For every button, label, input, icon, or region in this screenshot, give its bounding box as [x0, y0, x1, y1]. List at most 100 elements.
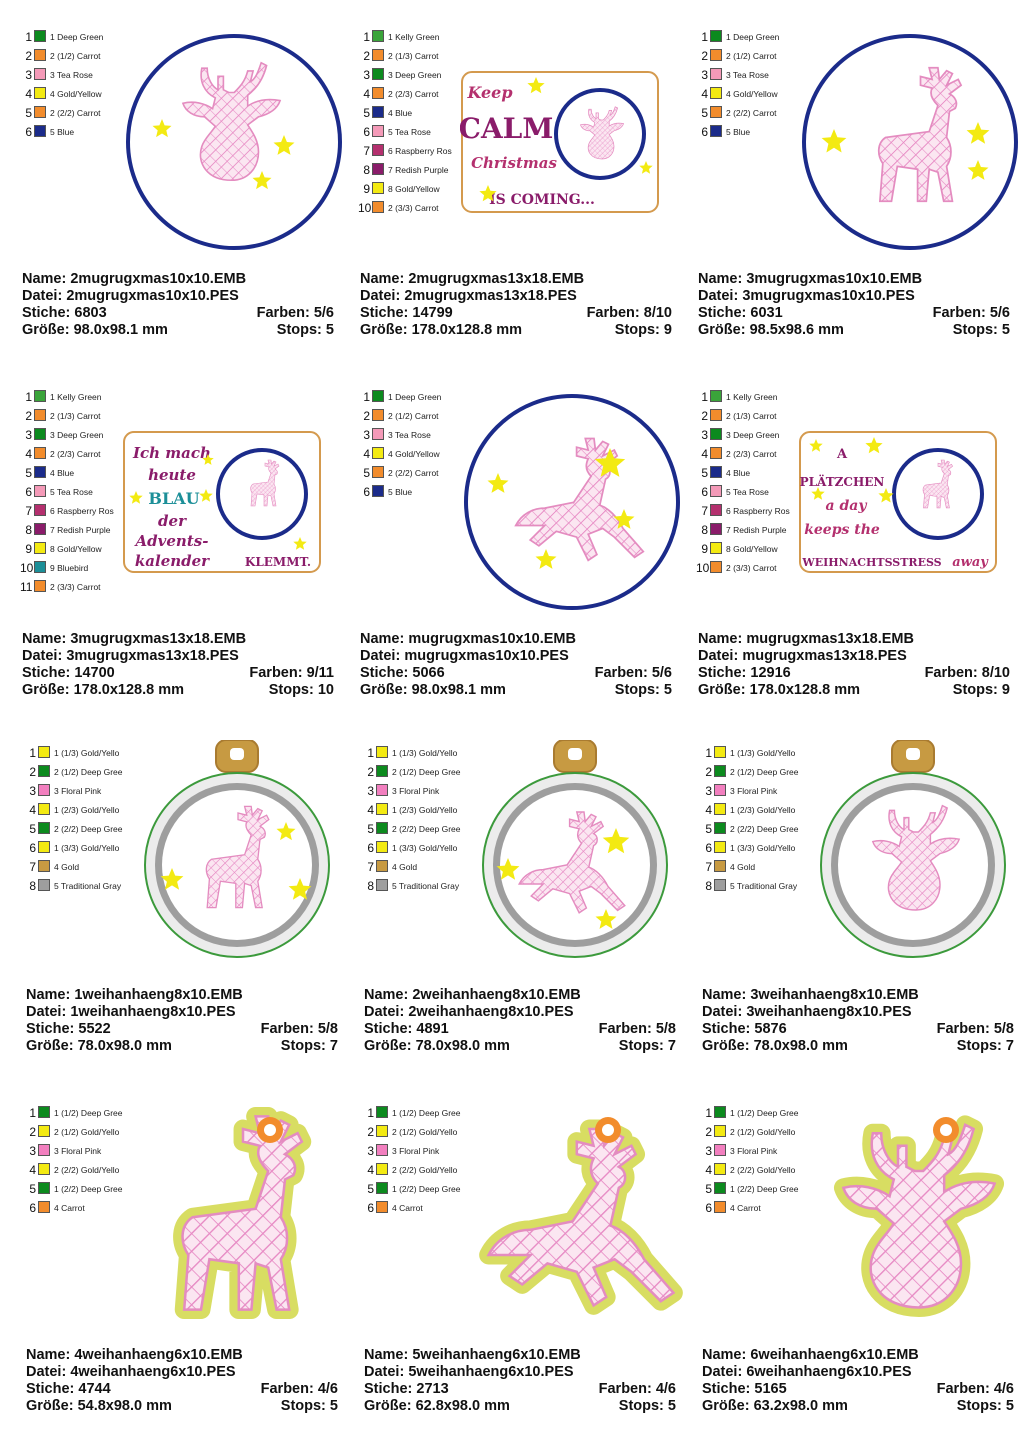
legend-step-number: 3 — [367, 1144, 374, 1158]
legend-row: 6 1 (3/3) Gold/Yello — [24, 839, 139, 858]
file-value: 3mugrugxmas10x10.PES — [742, 288, 915, 304]
size-field: Größe: 98.0x98.1 mm — [360, 682, 506, 698]
colors-value: 5/8 — [993, 1021, 1014, 1037]
size-field: Größe: 63.2x98.0 mm — [702, 1398, 848, 1414]
colors-label: Farben: — [594, 665, 648, 681]
file-label: Datei: — [698, 288, 739, 304]
design-info: Name: 2weihanhaeng8x10.EMB Datei: 2weihan… — [364, 987, 676, 1055]
star-icon — [821, 129, 847, 153]
colors-value: 4/6 — [993, 1381, 1014, 1397]
file-value: 3weihanhaeng8x10.PES — [746, 1004, 912, 1020]
thread-name: 2 (2/2) Carrot — [726, 108, 777, 118]
thread-name: 1 (2/3) Gold/Yello — [54, 805, 120, 815]
legend-step-number: 5 — [29, 822, 36, 836]
thread-name: 5 Traditional Gray — [54, 881, 122, 891]
name-label: Name: — [22, 271, 67, 287]
name-value: 4weihanhaeng6x10.EMB — [74, 1347, 243, 1363]
design-info: Name: 3mugrugxmas10x10.EMB Datei: 3mugrug… — [698, 271, 1010, 339]
thread-name: 1 (3/3) Gold/Yello — [54, 843, 120, 853]
rug-text: a day — [826, 498, 868, 514]
thread-swatch — [372, 201, 384, 213]
thread-swatch — [376, 1201, 388, 1213]
star-icon — [967, 160, 989, 180]
star-icon — [966, 122, 990, 144]
legend-step-number: 6 — [701, 485, 708, 499]
file-value: 5weihanhaeng6x10.PES — [408, 1364, 574, 1380]
colors-label: Farben: — [936, 1381, 990, 1397]
colors-label: Farben: — [249, 665, 303, 681]
design-info: Name: 3weihanhaeng8x10.EMB Datei: 3weihan… — [702, 987, 1014, 1055]
thread-swatch — [34, 49, 46, 61]
thread-name: 2 (2/3) Carrot — [726, 449, 777, 459]
stitches-value: 12916 — [750, 665, 791, 681]
stops-value: 5 — [663, 682, 672, 698]
legend-step-number: 2 — [25, 49, 32, 63]
colors-label: Farben: — [598, 1021, 652, 1037]
colors-field: Farben: 5/8 — [599, 1021, 676, 1038]
colors-label: Farben: — [256, 305, 310, 321]
thread-swatch — [38, 1125, 50, 1137]
legend-row: 5 1 (2/2) Deep Gree — [362, 1180, 477, 1199]
colors-value: 5/6 — [989, 305, 1010, 321]
legend-row: 2 2 (1/2) Carrot — [20, 47, 135, 66]
thread-swatch — [38, 765, 50, 777]
thread-name: 4 Blue — [726, 468, 751, 478]
size-label: Größe: — [702, 1038, 750, 1054]
thread-swatch — [372, 466, 384, 478]
name-value: 3weihanhaeng8x10.EMB — [750, 987, 919, 1003]
legend-step-number: 5 — [367, 822, 374, 836]
thread-name: 2 (1/3) Carrot — [726, 411, 777, 421]
file-label: Datei: — [360, 288, 401, 304]
legend-row: 8 5 Traditional Gray — [362, 877, 477, 896]
name-value: 6weihanhaeng6x10.EMB — [750, 1347, 919, 1363]
legend-row: 6 1 (3/3) Gold/Yello — [700, 839, 815, 858]
thread-swatch — [710, 561, 722, 573]
file-value: mugrugxmas13x18.PES — [742, 648, 907, 664]
thread-swatch — [372, 428, 384, 440]
stops-value: 9 — [663, 322, 672, 338]
thread-name: 6 Raspberry Ros — [50, 506, 114, 516]
stitches-value: 5522 — [78, 1021, 111, 1037]
legend-step-number: 1 — [29, 746, 36, 760]
stops-field: Stops: 5 — [277, 322, 334, 339]
thread-swatch — [34, 523, 46, 535]
thread-swatch — [376, 1106, 388, 1118]
name-label: Name: — [698, 271, 743, 287]
thread-name: 4 Gold — [54, 862, 80, 872]
legend-step-number: 4 — [25, 447, 32, 461]
star-icon — [496, 858, 520, 880]
stitches-field: Stiche: 6803 — [22, 305, 107, 321]
thread-name: 2 (1/3) Carrot — [388, 51, 439, 61]
star-icon — [288, 878, 312, 900]
legend-step-number: 8 — [363, 163, 370, 177]
legend-row: 3 3 Tea Rose — [20, 66, 135, 85]
legend-step-number: 5 — [25, 466, 32, 480]
legend-step-number: 8 — [701, 523, 708, 537]
thread-name: 3 Tea Rose — [726, 70, 769, 80]
legend-step-number: 2 — [705, 1125, 712, 1139]
design-info: Name: mugrugxmas10x10.EMB Datei: mugrugxm… — [360, 631, 672, 699]
legend-row: 6 5 Blue — [696, 123, 811, 142]
embroidery-preview — [144, 739, 330, 958]
star-icon — [865, 437, 883, 454]
legend-row: 4 2 (2/2) Gold/Yello — [24, 1161, 139, 1180]
thread-swatch — [710, 390, 722, 402]
thread-name: 1 (2/2) Deep Gree — [392, 1184, 461, 1194]
rug-text: BLAU — [148, 489, 199, 508]
thread-swatch — [34, 447, 46, 459]
design-card: 1 1 Deep Green 2 2 (1/2) Carrot 3 3 Tea Rose 4… — [352, 388, 682, 733]
legend-step-number: 1 — [363, 390, 370, 404]
thread-name: 2 (2/2) Gold/Yello — [54, 1165, 120, 1175]
file-field: Datei: 2mugrugxmas13x18.PES — [360, 288, 577, 304]
thread-color-legend: 1 1 Deep Green 2 2 (1/2) Carrot 3 3 Tea Rose 4… — [20, 28, 135, 142]
thread-name: 2 (2/3) Carrot — [50, 449, 101, 459]
legend-row: 6 5 Tea Rose — [696, 483, 811, 502]
legend-step-number: 2 — [25, 409, 32, 423]
star-icon — [878, 488, 894, 503]
stops-value: 5 — [329, 1398, 338, 1414]
legend-row: 4 2 (2/2) Gold/Yello — [700, 1161, 815, 1180]
star-icon — [152, 119, 172, 138]
stitches-value: 2713 — [416, 1381, 449, 1397]
file-label: Datei: — [26, 1364, 67, 1380]
thread-swatch — [710, 87, 722, 99]
